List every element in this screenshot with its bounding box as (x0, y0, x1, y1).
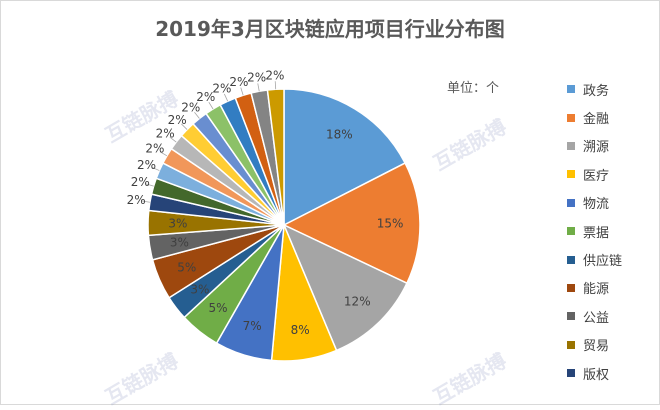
legend-label-9: 贸易 (583, 335, 609, 354)
legend-label-7: 能源 (583, 278, 609, 297)
legend-swatch-6 (567, 256, 575, 264)
data-label-14: 2% (156, 127, 175, 141)
legend-label-3: 医疗 (583, 165, 609, 184)
legend-swatch-4 (567, 199, 575, 207)
data-label-12: 2% (137, 158, 156, 172)
legend-swatch-8 (567, 312, 575, 320)
legend-label-0: 政务 (583, 80, 609, 99)
legend-item-2: 溯源 (567, 132, 622, 160)
data-label-20: 2% (247, 71, 266, 85)
data-label-0: 18% (326, 128, 353, 142)
data-label-7: 5% (177, 260, 196, 274)
leader-line-20 (258, 83, 259, 91)
legend-item-4: 物流 (567, 189, 622, 217)
data-label-4: 7% (243, 319, 262, 333)
legend-item-5: 票据 (567, 217, 622, 245)
legend-swatch-7 (567, 284, 575, 292)
data-label-19: 2% (229, 75, 248, 89)
data-label-1: 15% (377, 216, 404, 230)
legend-item-9: 贸易 (567, 331, 622, 359)
legend-item-7: 能源 (567, 274, 622, 302)
data-label-2: 12% (344, 295, 371, 309)
legend-label-4: 物流 (583, 193, 609, 212)
legend-item-10: 版权 (567, 359, 622, 387)
data-label-13: 2% (145, 142, 164, 156)
legend: 政务金融溯源医疗物流票据供应链能源公益贸易版权 (567, 75, 622, 387)
legend-item-1: 金融 (567, 103, 622, 131)
data-label-21: 2% (265, 68, 284, 82)
legend-label-10: 版权 (583, 364, 609, 383)
legend-swatch-2 (567, 142, 575, 150)
data-label-9: 3% (168, 216, 187, 230)
legend-label-5: 票据 (583, 222, 609, 241)
data-label-15: 2% (168, 113, 187, 127)
legend-item-3: 医疗 (567, 160, 622, 188)
data-label-10: 2% (127, 193, 146, 207)
legend-item-8: 公益 (567, 302, 622, 330)
legend-label-2: 溯源 (583, 136, 609, 155)
pie-chart: 18%15%12%8%7%5%3%5%3%3%2%2%2%2%2%2%2%2%2… (1, 1, 659, 404)
legend-swatch-10 (567, 369, 575, 377)
legend-label-6: 供应链 (583, 250, 622, 269)
data-label-5: 5% (209, 301, 228, 315)
data-label-11: 2% (131, 175, 150, 189)
legend-item-0: 政务 (567, 75, 622, 103)
legend-swatch-0 (567, 85, 575, 93)
legend-item-6: 供应链 (567, 245, 622, 273)
data-label-6: 3% (190, 283, 209, 297)
legend-label-1: 金融 (583, 108, 609, 127)
data-label-8: 3% (170, 236, 189, 250)
data-label-3: 8% (291, 323, 310, 337)
legend-swatch-9 (567, 341, 575, 349)
legend-swatch-1 (567, 114, 575, 122)
legend-label-8: 公益 (583, 307, 609, 326)
legend-swatch-5 (567, 227, 575, 235)
legend-swatch-3 (567, 170, 575, 178)
